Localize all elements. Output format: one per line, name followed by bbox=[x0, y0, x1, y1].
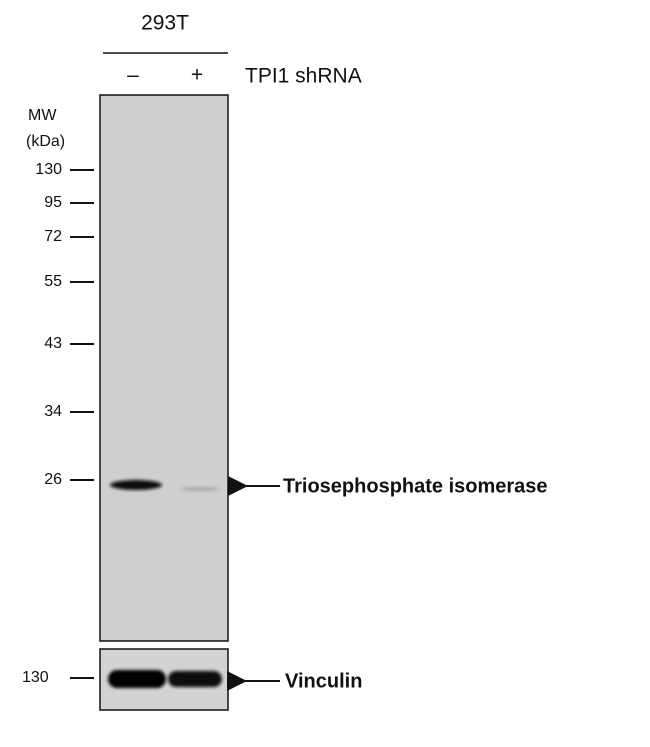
treatment: TPI1 shRNA bbox=[245, 65, 362, 88]
band bbox=[108, 670, 166, 688]
marker-label: 130 bbox=[22, 669, 49, 686]
mw-unit: (kDa) bbox=[26, 133, 65, 150]
marker-label: 43 bbox=[44, 335, 62, 352]
marker-label: 34 bbox=[44, 403, 62, 420]
band-label: Triosephosphate isomerase bbox=[283, 475, 548, 497]
lane-sign: – bbox=[127, 64, 139, 87]
cell-line: 293T bbox=[141, 12, 189, 35]
band bbox=[180, 487, 220, 491]
marker-label: 130 bbox=[35, 161, 62, 178]
band bbox=[110, 480, 162, 490]
lane-sign: + bbox=[191, 64, 203, 87]
marker-label: 72 bbox=[44, 228, 62, 245]
band bbox=[168, 671, 222, 687]
marker-label: 55 bbox=[44, 273, 62, 290]
mw-title: MW bbox=[28, 107, 57, 124]
band-label: Vinculin bbox=[285, 670, 362, 692]
markers: 130 95 72 55 43 34 26 bbox=[35, 161, 94, 488]
blot-panel bbox=[99, 94, 229, 642]
marker-label: 26 bbox=[44, 471, 62, 488]
marker-label: 95 bbox=[44, 194, 62, 211]
